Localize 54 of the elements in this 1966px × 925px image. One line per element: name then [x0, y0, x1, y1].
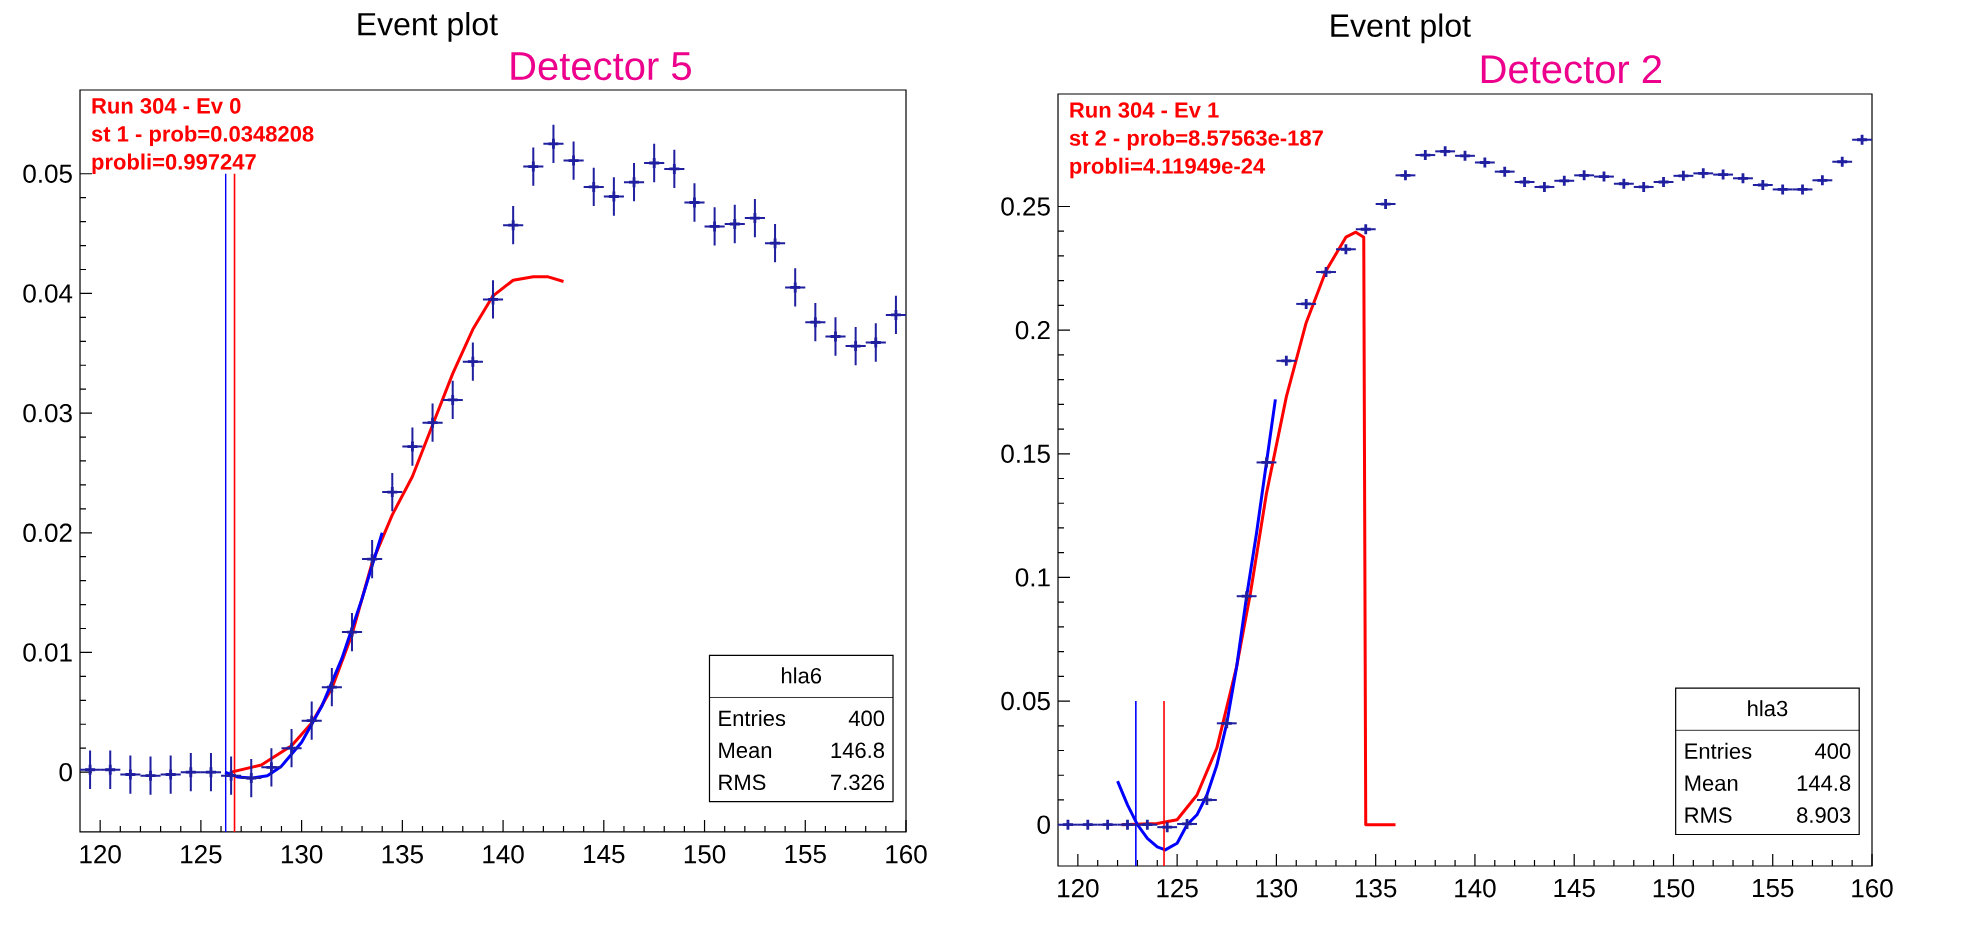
chart-subtitle: Detector 5 — [511, 52, 691, 81]
x-tick-label: 130 — [1256, 879, 1298, 898]
y-tick-label: 0.05 — [23, 164, 72, 183]
x-tick-label: 155 — [785, 845, 826, 864]
annotation: Entries — [719, 709, 786, 727]
annotation: Run 304 - Ev 0 — [92, 98, 241, 114]
y-tick-label: 0.02 — [23, 523, 72, 542]
annotation: st 1 - prob=0.0348208 — [91, 125, 314, 147]
y-tick-label: 0 — [59, 762, 72, 782]
chart-title: Event plot — [358, 12, 498, 42]
annotation: Entries — [1685, 742, 1752, 759]
annotation: Mean — [719, 742, 772, 759]
annotation: 7.326 — [831, 774, 885, 791]
x-tick-label: 145 — [1554, 879, 1595, 898]
annotation: probli=0.997247 — [92, 153, 256, 175]
annotation: hla6 — [781, 667, 822, 684]
y-tick-label: 0.1 — [1015, 568, 1050, 587]
annotation: probli=4.11949e-24 — [1070, 157, 1266, 179]
annotation: 144.8 — [1797, 775, 1851, 791]
annotation: 400 — [848, 710, 885, 727]
y-tick-label: 0.01 — [23, 643, 72, 662]
x-tick-label: 120 — [1058, 879, 1099, 898]
y-tick-label: 0 — [1037, 815, 1050, 834]
y-tick-label: 0.04 — [23, 284, 73, 303]
y-tick-label: 0.2 — [1015, 320, 1050, 340]
chart-subtitle: Detector 2 — [1481, 55, 1662, 84]
chart-title: Event plot — [1331, 13, 1471, 44]
x-tick-label: 160 — [886, 845, 927, 864]
annotation: 400 — [1814, 743, 1851, 759]
y-tick-label: 0.15 — [1001, 444, 1050, 463]
x-tick-label: 125 — [1157, 879, 1198, 898]
annotation: Mean — [1685, 775, 1738, 791]
x-tick-label: 140 — [483, 845, 524, 864]
x-tick-label: 145 — [584, 845, 625, 864]
annotation: 146.8 — [831, 742, 885, 759]
x-tick-label: 155 — [1753, 879, 1794, 898]
x-tick-label: 150 — [684, 845, 726, 864]
annotation: Run 304 - Ev 1 — [1070, 102, 1219, 118]
x-tick-label: 120 — [80, 845, 121, 864]
x-tick-label: 135 — [1355, 879, 1397, 898]
x-tick-label: 140 — [1455, 879, 1496, 898]
annotation: st 2 - prob=8.57563e-187 — [1069, 129, 1323, 151]
x-tick-label: 160 — [1852, 879, 1893, 898]
x-tick-label: 150 — [1653, 879, 1695, 898]
y-tick-label: 0.03 — [23, 403, 72, 423]
annotation: hla3 — [1748, 700, 1788, 717]
annotation: RMS — [1685, 807, 1732, 823]
y-tick-label: 0.25 — [1001, 197, 1050, 216]
annotation: 8.903 — [1797, 807, 1851, 823]
annotation: RMS — [719, 774, 766, 791]
x-tick-label: 135 — [382, 845, 423, 864]
x-tick-label: 130 — [281, 845, 323, 864]
y-tick-label: 0.05 — [1001, 691, 1050, 711]
x-tick-label: 125 — [181, 845, 222, 864]
